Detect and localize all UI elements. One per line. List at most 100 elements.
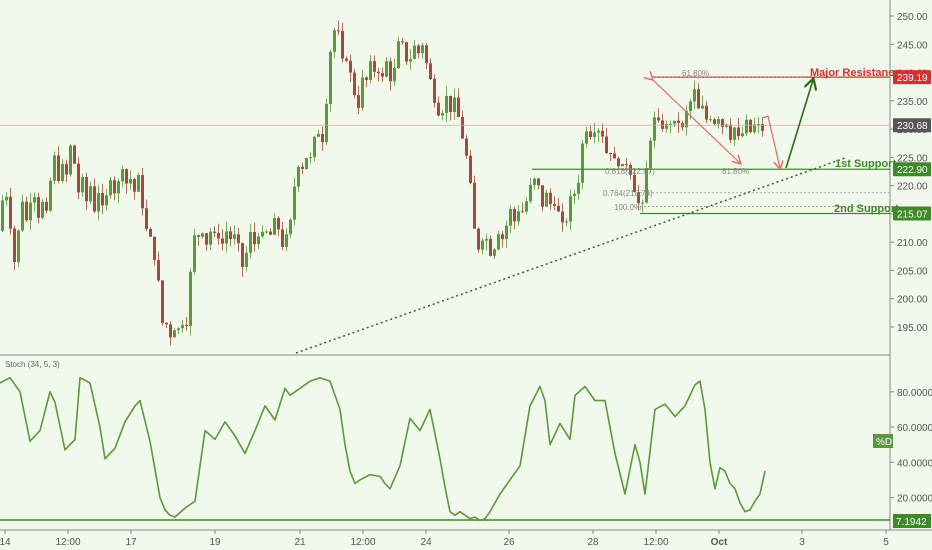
candle-body: [497, 234, 500, 250]
stoch-tick-label: 60.0000: [897, 423, 932, 434]
price-tick-label: 220.00: [897, 182, 928, 193]
candle-body: [417, 45, 420, 54]
candle-body: [649, 140, 652, 169]
time-tick-label: 26: [503, 537, 515, 548]
candle-body: [189, 271, 192, 327]
candle-body: [741, 133, 744, 137]
candle-body: [597, 130, 600, 133]
candle-body: [285, 234, 288, 247]
candle-body: [473, 182, 476, 229]
candle-body: [81, 177, 84, 193]
candle-body: [261, 231, 264, 237]
candle-body: [513, 208, 516, 222]
candle-body: [729, 124, 732, 140]
candle-body: [69, 145, 72, 175]
candle-body: [13, 228, 16, 263]
candles: [1, 20, 764, 346]
candle-body: [9, 196, 12, 229]
candle-body: [637, 192, 640, 204]
major-resistance-label: Major Resistance: [810, 67, 900, 79]
candle-body: [609, 152, 612, 154]
candle-body: [377, 71, 380, 73]
candle-body: [17, 230, 20, 263]
candle-body: [105, 195, 108, 206]
stoch-tick-label: 80.0000: [897, 388, 932, 399]
candle-body: [381, 72, 384, 77]
candle-body: [1, 200, 4, 231]
candle-body: [753, 124, 756, 133]
candle-body: [341, 30, 344, 59]
candle-body: [57, 155, 60, 181]
candle-body: [45, 201, 48, 211]
candle-body: [561, 211, 564, 223]
time-tick-label: 12:00: [643, 537, 668, 548]
fib-swing-arrow: [652, 79, 740, 163]
candle-body: [573, 193, 576, 197]
price-tick-label: 200.00: [897, 295, 928, 306]
candle-body: [85, 177, 88, 202]
candle-body: [297, 166, 300, 187]
candle-body: [369, 61, 372, 80]
candle-body: [265, 231, 268, 233]
candle-body: [393, 67, 396, 82]
first-support-label: 1st Support: [835, 158, 896, 170]
candle-body: [405, 42, 408, 62]
stoch-last-value-tag: 7.1942: [893, 514, 931, 528]
candle-body: [5, 196, 8, 201]
candle-body: [733, 127, 736, 140]
first-support-price-tag-bg: [893, 162, 931, 177]
second-support-price-tag: 215.07: [893, 206, 931, 221]
candle-body: [645, 168, 648, 203]
candle-body: [349, 60, 352, 73]
candle-body: [409, 58, 412, 62]
candle-body: [757, 124, 760, 126]
candle-body: [489, 238, 492, 256]
fib-swing-label: 61.80%: [722, 167, 749, 176]
candle-body: [477, 228, 480, 250]
candle-body: [21, 201, 24, 231]
candle-body: [269, 231, 272, 235]
candle-body: [449, 95, 452, 113]
candle-body: [557, 205, 560, 212]
candle-body: [665, 123, 668, 129]
price-tick-label: 225.00: [897, 153, 928, 164]
stoch-indicator-label: Stoch (34, 5, 3): [5, 360, 60, 369]
fib-0618-label: 0.618(222.87): [605, 167, 655, 176]
stoch-tick-label: 40.0000: [897, 458, 932, 469]
candle-body: [373, 61, 376, 72]
candle-body: [461, 116, 464, 139]
candle-body: [97, 193, 100, 212]
candle-body: [197, 235, 200, 237]
candle-body: [581, 143, 584, 183]
candle-body: [397, 41, 400, 68]
candle-body: [357, 95, 360, 108]
candle-body: [281, 229, 284, 247]
candle-body: [177, 328, 180, 331]
major-resistance-price-tag-bg: [893, 70, 931, 85]
first-support-price-tag-text: 222.90: [897, 165, 928, 176]
candle-body: [481, 240, 484, 250]
candle-body: [309, 157, 312, 159]
axes: 195.00200.00205.00210.00215.00220.00225.…: [0, 12, 932, 548]
candle-body: [201, 233, 204, 237]
candle-body: [633, 174, 636, 193]
stoch-last-value-text: 7.1942: [896, 517, 927, 528]
candle-body: [233, 234, 236, 239]
candle-body: [601, 130, 604, 137]
candle-body: [737, 127, 740, 137]
candle-body: [713, 119, 716, 124]
candle-body: [553, 204, 556, 206]
candle-body: [293, 186, 296, 220]
major-resistance-price-tag: 239.19: [893, 70, 931, 85]
candle-body: [213, 231, 216, 233]
candle-body: [25, 201, 28, 221]
candle-body: [221, 238, 224, 244]
candle-body: [345, 58, 348, 61]
candle-body: [385, 61, 388, 77]
candle-body: [661, 120, 664, 129]
candle-body: [257, 236, 260, 245]
candle-body: [541, 185, 544, 207]
candle-body: [697, 89, 700, 109]
pullback-arrow: [761, 115, 780, 168]
